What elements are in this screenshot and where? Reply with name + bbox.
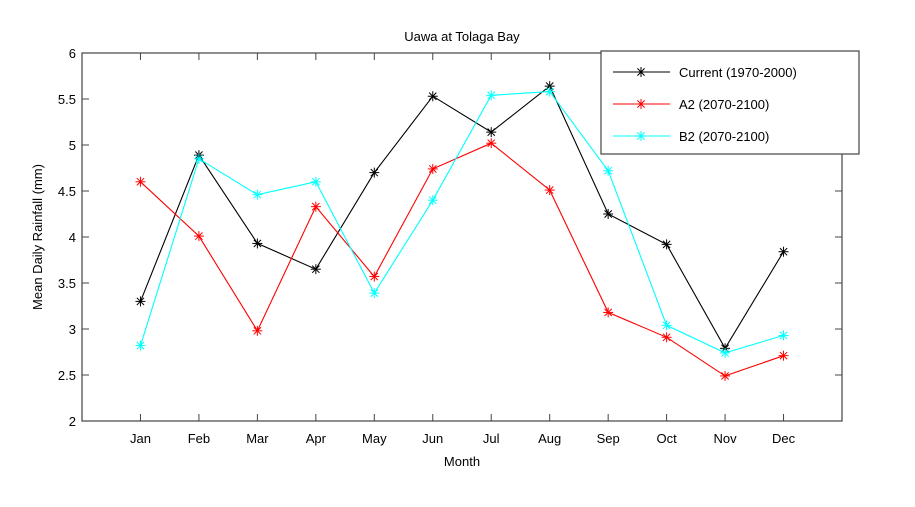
x-tick-label: Jan <box>130 431 151 446</box>
legend-marker <box>636 131 646 141</box>
x-tick-label: Jun <box>422 431 443 446</box>
series-3 <box>135 86 789 358</box>
x-tick-label: Jul <box>483 431 500 446</box>
legend-item: Current (1970-2000) <box>613 65 797 80</box>
data-point-marker <box>252 325 263 336</box>
data-point-marker <box>778 350 789 361</box>
legend-label: B2 (2070-2100) <box>679 129 769 144</box>
y-tick-label: 3.5 <box>58 276 76 291</box>
data-point-marker <box>427 163 438 174</box>
data-point-marker <box>603 307 614 318</box>
legend-marker <box>636 67 646 77</box>
legend-item: A2 (2070-2100) <box>613 97 769 112</box>
series-layer <box>135 81 789 381</box>
series-line <box>139 85 784 350</box>
legend-label: A2 (2070-2100) <box>679 97 769 112</box>
legend-label: Current (1970-2000) <box>679 65 797 80</box>
data-point-marker <box>720 370 731 381</box>
x-tick-label: May <box>362 431 387 446</box>
x-tick-label: Apr <box>306 431 327 446</box>
legend-box <box>600 50 860 155</box>
data-point-marker <box>310 176 321 187</box>
x-tick-label: Dec <box>772 431 796 446</box>
data-point-marker <box>661 320 672 331</box>
y-tick-label: 2 <box>69 414 76 429</box>
x-tick-label: Oct <box>656 431 677 446</box>
data-point-marker <box>778 330 789 341</box>
x-tick-label: Mar <box>246 431 269 446</box>
data-point-marker <box>310 264 321 275</box>
data-point-marker <box>369 271 380 282</box>
y-tick-label: 5.5 <box>58 92 76 107</box>
data-point-marker <box>544 86 555 97</box>
series-line <box>139 91 784 354</box>
data-point-marker <box>369 167 380 178</box>
data-point-marker <box>603 165 614 176</box>
x-tick-label: Aug <box>538 431 561 446</box>
y-tick-label: 4 <box>69 230 76 245</box>
data-point-marker <box>486 127 497 138</box>
y-tick-label: 6 <box>69 46 76 61</box>
data-point-marker <box>135 176 146 187</box>
data-point-marker <box>486 138 497 149</box>
data-point-marker <box>135 340 146 351</box>
data-point-marker <box>544 185 555 196</box>
y-tick-label: 5 <box>69 138 76 153</box>
x-tick-label: Nov <box>714 431 738 446</box>
data-point-marker <box>193 153 204 164</box>
series-line <box>140 142 784 377</box>
y-axis-label: Mean Daily Rainfall (mm) <box>30 164 45 310</box>
legend: Current (1970-2000) A2 (2070-2100) B2 (207… <box>600 50 860 155</box>
legend-item: B2 (2070-2100) <box>613 129 769 144</box>
data-point-marker <box>369 288 380 299</box>
data-point-marker <box>603 209 614 219</box>
y-tick-label: 4.5 <box>58 184 76 199</box>
data-point-marker <box>193 231 204 242</box>
data-point-marker <box>427 195 438 206</box>
axes: 2 2.5 3 3.5 4 4.5 5 5.5 6 Jan Feb Mar Apr May Jun Jul Au… <box>58 46 843 446</box>
data-point-marker <box>661 239 672 250</box>
legend-marker <box>636 99 646 109</box>
x-tick-label: Feb <box>188 431 210 446</box>
data-point-marker <box>427 91 438 102</box>
chart-title: Uawa at Tolaga Bay <box>404 29 520 44</box>
series-1 <box>135 81 789 354</box>
data-point-marker <box>252 238 263 249</box>
data-point-marker <box>544 81 555 92</box>
data-point-marker <box>310 201 321 212</box>
data-point-marker <box>778 246 789 257</box>
series-2 <box>135 138 789 381</box>
data-point-marker <box>720 347 731 358</box>
data-point-marker <box>252 189 263 200</box>
x-axis-label: Month <box>444 454 480 469</box>
y-tick-label: 2.5 <box>58 368 76 383</box>
data-point-marker <box>661 332 672 343</box>
data-point-marker <box>486 90 497 101</box>
x-tick-label: Sep <box>597 431 620 446</box>
y-tick-label: 3 <box>69 322 76 337</box>
data-point-marker <box>135 296 146 307</box>
